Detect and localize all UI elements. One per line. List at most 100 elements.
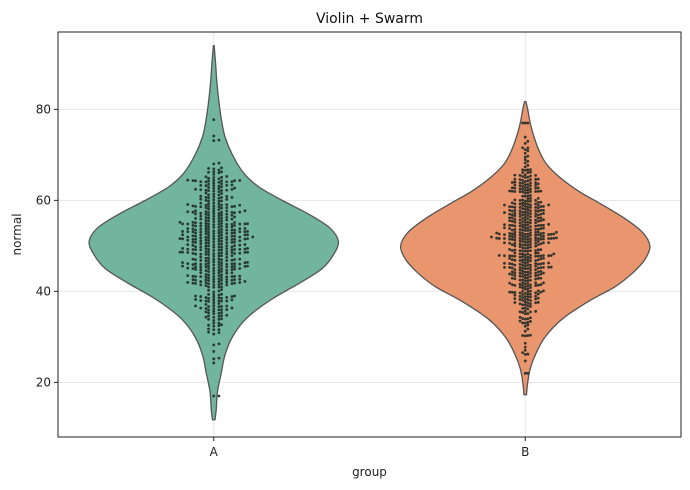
swarm-point	[217, 252, 221, 255]
swarm-point	[529, 197, 532, 200]
swarm-point	[523, 188, 527, 192]
swarm-point	[233, 240, 236, 244]
swarm-point	[542, 266, 545, 269]
swarm-point	[529, 278, 532, 282]
swarm-point	[199, 259, 203, 262]
swarm-point	[207, 205, 210, 208]
swarm-point	[212, 280, 216, 284]
swarm-point	[510, 262, 514, 266]
swarm-point	[526, 267, 530, 270]
swarm-point	[534, 209, 538, 213]
swarm-point	[238, 222, 242, 226]
swarm-point	[526, 220, 530, 224]
swarm-point	[243, 233, 247, 237]
swarm-point	[220, 254, 223, 258]
swarm-point	[529, 289, 532, 293]
swarm-point	[212, 209, 216, 213]
swarm-point	[518, 268, 522, 272]
swarm-point	[207, 225, 210, 229]
swarm-point	[212, 275, 216, 278]
swarm-point	[510, 205, 514, 209]
swarm-point	[212, 214, 216, 218]
swarm-point	[510, 181, 514, 184]
swarm-point	[518, 255, 522, 259]
swarm-point	[220, 273, 223, 277]
swarm-point	[523, 223, 527, 227]
swarm-point	[547, 222, 551, 226]
swarm-point	[233, 204, 236, 208]
swarm-point	[536, 243, 540, 247]
swarm-point	[526, 284, 530, 288]
swarm-point	[526, 255, 530, 259]
swarm-point	[508, 219, 512, 223]
swarm-point	[225, 195, 229, 198]
swarm-point	[199, 295, 203, 298]
swarm-point	[521, 213, 525, 217]
swarm-point	[526, 273, 530, 277]
swarm-point	[526, 202, 530, 206]
swarm-point	[513, 186, 517, 190]
swarm-point	[207, 299, 210, 303]
swarm-point	[220, 261, 223, 265]
swarm-point	[212, 343, 216, 347]
swarm-point	[529, 174, 532, 178]
swarm-point	[204, 191, 208, 195]
swarm-point	[510, 223, 514, 227]
swarm-point	[178, 237, 182, 241]
swarm-point	[523, 297, 527, 301]
swarm-point	[225, 269, 229, 272]
swarm-point	[212, 324, 216, 328]
swarm-point	[526, 185, 530, 189]
swarm-point	[508, 223, 512, 227]
swarm-point	[243, 237, 247, 241]
swarm-point	[212, 207, 216, 210]
swarm-point	[521, 198, 525, 202]
swarm-point	[217, 202, 221, 206]
swarm-point	[230, 250, 234, 254]
swarm-point	[534, 198, 538, 202]
swarm-point	[217, 214, 221, 218]
swarm-point	[526, 223, 530, 227]
swarm-point	[526, 307, 530, 311]
swarm-point	[186, 178, 190, 182]
swarm-point	[518, 181, 522, 185]
swarm-point	[539, 290, 543, 294]
swarm-point	[238, 277, 242, 281]
swarm-point	[191, 267, 195, 270]
swarm-point	[243, 222, 247, 226]
swarm-point	[534, 236, 538, 240]
swarm-point	[238, 247, 242, 251]
swarm-point	[539, 208, 543, 212]
swarm-point	[513, 205, 517, 209]
swarm-point	[220, 239, 223, 243]
swarm-point	[534, 190, 538, 193]
swarm-point	[521, 187, 525, 191]
swarm-point	[521, 146, 525, 150]
swarm-point	[217, 184, 221, 188]
swarm-point	[217, 324, 221, 328]
swarm-point	[199, 221, 203, 225]
swarm-point	[238, 251, 242, 255]
swarm-point	[521, 321, 525, 325]
swarm-point	[490, 235, 493, 239]
swarm-point	[536, 233, 540, 237]
swarm-point	[513, 291, 517, 294]
swarm-point	[225, 250, 229, 253]
swarm-point	[529, 266, 532, 270]
swarm-point	[207, 270, 210, 274]
swarm-point	[220, 296, 223, 300]
swarm-point	[536, 206, 540, 210]
swarm-point	[529, 168, 532, 172]
swarm-point	[199, 205, 203, 209]
swarm-point	[225, 180, 229, 184]
swarm-point	[212, 350, 216, 353]
swarm-point	[207, 189, 210, 193]
swarm-point	[526, 243, 530, 247]
swarm-point	[217, 211, 221, 215]
swarm-point	[220, 288, 223, 291]
swarm-point	[503, 233, 506, 237]
swarm-point	[230, 213, 234, 217]
swarm-point	[233, 228, 236, 232]
swarm-point	[529, 203, 532, 207]
